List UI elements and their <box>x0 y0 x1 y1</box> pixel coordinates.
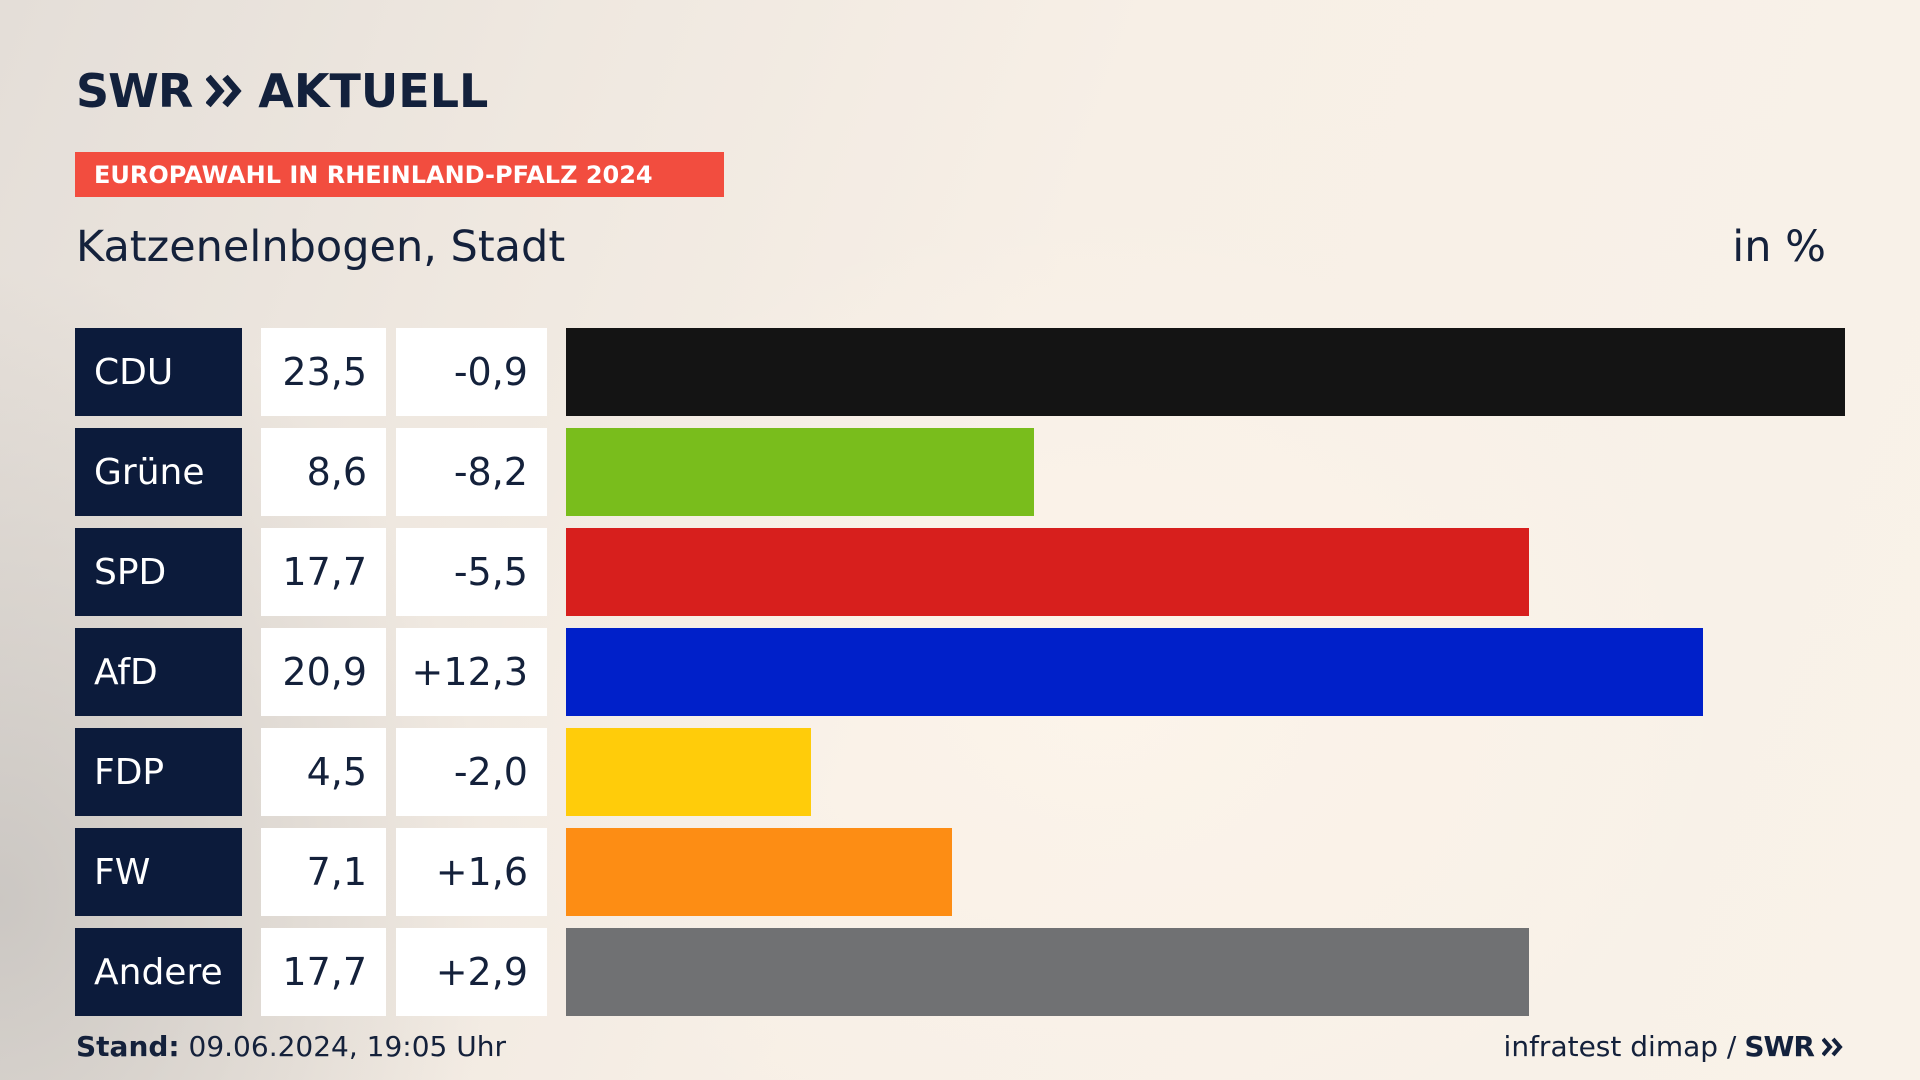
result-bar <box>566 328 1845 416</box>
party-diff: +2,9 <box>396 928 547 1016</box>
result-row: CDU 23,5 -0,9 <box>0 328 1920 416</box>
party-diff: +1,6 <box>396 828 547 916</box>
logo-aktuell-text: AKTUELL <box>258 64 489 118</box>
party-diff: +12,3 <box>396 628 547 716</box>
party-label: AfD <box>75 628 242 716</box>
unit-label: in % <box>1732 222 1826 272</box>
chart-title: Katzenelnbogen, Stadt <box>76 222 566 272</box>
stand-value: 09.06.2024, 19:05 Uhr <box>188 1030 506 1063</box>
party-label: Andere <box>75 928 242 1016</box>
party-value: 23,5 <box>261 328 386 416</box>
party-value: 20,9 <box>261 628 386 716</box>
double-chevron-right-icon <box>206 74 242 108</box>
party-diff: -5,5 <box>396 528 547 616</box>
party-label: FW <box>75 828 242 916</box>
party-label: Grüne <box>75 428 242 516</box>
result-bar <box>566 528 1529 616</box>
result-bar <box>566 428 1034 516</box>
party-value: 17,7 <box>261 528 386 616</box>
party-value: 8,6 <box>261 428 386 516</box>
party-label: SPD <box>75 528 242 616</box>
swr-aktuell-logo: SWR AKTUELL <box>76 66 488 116</box>
party-value: 7,1 <box>261 828 386 916</box>
result-row: Andere 17,7 +2,9 <box>0 928 1920 1016</box>
timestamp: Stand: 09.06.2024, 19:05 Uhr <box>76 1030 506 1063</box>
source-swr-logo: SWR <box>1744 1030 1815 1063</box>
result-bar <box>566 628 1703 716</box>
result-row: FW 7,1 +1,6 <box>0 828 1920 916</box>
election-banner: EUROPAWAHL IN RHEINLAND-PFALZ 2024 <box>75 152 724 197</box>
result-bar <box>566 828 952 916</box>
result-row: AfD 20,9 +12,3 <box>0 628 1920 716</box>
stand-label: Stand: <box>76 1030 180 1063</box>
source-text: infratest dimap / <box>1503 1030 1737 1063</box>
party-value: 4,5 <box>261 728 386 816</box>
result-bar <box>566 728 811 816</box>
double-chevron-right-icon <box>1822 1037 1843 1056</box>
party-diff: -0,9 <box>396 328 547 416</box>
party-value: 17,7 <box>261 928 386 1016</box>
result-row: SPD 17,7 -5,5 <box>0 528 1920 616</box>
party-label: FDP <box>75 728 242 816</box>
result-row: FDP 4,5 -2,0 <box>0 728 1920 816</box>
election-banner-text: EUROPAWAHL IN RHEINLAND-PFALZ 2024 <box>94 160 653 189</box>
result-bar <box>566 928 1529 1016</box>
party-label: CDU <box>75 328 242 416</box>
result-row: Grüne 8,6 -8,2 <box>0 428 1920 516</box>
source-credit: infratest dimap / SWR <box>1504 1030 1844 1063</box>
party-diff: -2,0 <box>396 728 547 816</box>
logo-swr-text: SWR <box>76 64 193 118</box>
party-diff: -8,2 <box>396 428 547 516</box>
